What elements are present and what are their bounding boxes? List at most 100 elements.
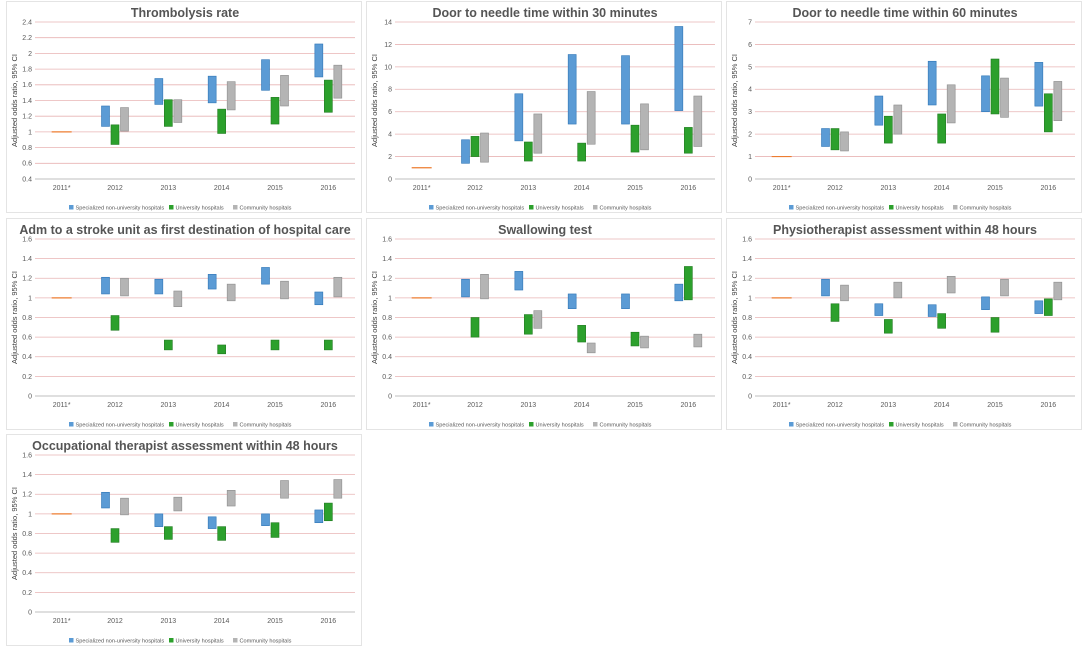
y-tick-label: 1 xyxy=(28,129,32,136)
bar-university-hospitals xyxy=(990,58,1000,115)
y-tick-label: 1 xyxy=(28,511,32,518)
x-tick-label: 2016 xyxy=(321,618,337,625)
bar-university-hospitals xyxy=(937,313,946,329)
y-tick-label: 1.6 xyxy=(382,236,392,243)
y-tick-label: 0.4 xyxy=(382,354,392,361)
legend-swatch xyxy=(529,422,534,427)
x-tick-label: 2014 xyxy=(934,402,950,409)
y-axis-label: Adjusted odds ratio, 95% CI xyxy=(370,54,379,147)
y-tick-label: 0.6 xyxy=(22,335,32,342)
y-tick-label: 2 xyxy=(748,132,752,139)
bar-community-hospitals xyxy=(946,84,956,124)
bar-specialized-non-university-hospitals xyxy=(261,513,270,526)
legend-label: Community hospitals xyxy=(960,422,1012,428)
legend-label: University hospitals xyxy=(536,205,584,211)
y-tick-label: 0.8 xyxy=(22,531,32,538)
bar-university-hospitals xyxy=(684,266,693,301)
y-tick-label: 1 xyxy=(748,154,752,161)
bar-university-hospitals xyxy=(830,303,840,322)
bar-community-hospitals xyxy=(586,91,596,145)
y-tick-label: 1.4 xyxy=(22,256,32,263)
y-axis-label: Adjusted odds ratio, 95% CI xyxy=(370,271,379,364)
bar-community-hospitals xyxy=(1000,77,1009,118)
bar-community-hospitals xyxy=(480,274,489,300)
legend-label: Specialized non-university hospitals xyxy=(436,422,525,428)
bar-community-hospitals xyxy=(120,497,129,516)
legend-swatch xyxy=(233,422,238,427)
x-tick-label: 2013 xyxy=(881,402,897,409)
bar-community-hospitals xyxy=(120,107,129,132)
bar-university-hospitals xyxy=(217,526,226,541)
y-tick-label: 2 xyxy=(28,51,32,58)
y-axis-label: Adjusted odds ratio, 95% CI xyxy=(730,54,739,147)
y-tick-label: 0.8 xyxy=(382,315,392,322)
x-tick-label: 2016 xyxy=(321,185,337,192)
x-tick-label: 2012 xyxy=(467,402,483,409)
y-axis-label: Adjusted odds ratio, 95% CI xyxy=(730,271,739,364)
bar-community-hospitals xyxy=(893,104,903,135)
legend-swatch xyxy=(233,638,238,643)
legend-swatch xyxy=(169,205,174,210)
y-tick-label: 1 xyxy=(748,295,752,302)
bar-community-hospitals xyxy=(946,275,956,294)
bar-specialized-non-university-hospitals xyxy=(154,513,164,527)
y-tick-label: 0.4 xyxy=(22,570,32,577)
y-tick-label: 0.2 xyxy=(382,374,392,381)
y-tick-label: 4 xyxy=(388,132,392,139)
y-tick-label: 0 xyxy=(388,393,392,400)
y-tick-label: 0.6 xyxy=(22,161,32,168)
bar-university-hospitals xyxy=(470,136,480,157)
y-tick-label: 0.8 xyxy=(22,145,32,152)
x-tick-label: 2011* xyxy=(413,185,431,192)
x-tick-label: 2015 xyxy=(267,185,283,192)
x-tick-label: 2012 xyxy=(827,402,843,409)
x-tick-label: 2011* xyxy=(773,402,791,409)
bar-specialized-non-university-hospitals xyxy=(101,105,110,127)
bar-university-hospitals xyxy=(1044,298,1053,316)
x-tick-label: 2012 xyxy=(107,185,123,192)
bar-specialized-non-university-hospitals xyxy=(314,43,324,78)
legend-swatch xyxy=(169,638,174,643)
y-tick-label: 1.6 xyxy=(22,82,32,89)
x-tick-label: 2016 xyxy=(681,402,697,409)
bar-community-hospitals xyxy=(840,131,849,152)
y-tick-label: 1.2 xyxy=(22,276,32,283)
bar-university-hospitals xyxy=(270,522,280,538)
bar-specialized-non-university-hospitals xyxy=(821,278,830,297)
bar-specialized-non-university-hospitals xyxy=(821,128,830,147)
bar-community-hospitals xyxy=(226,490,236,507)
legend-label: University hospitals xyxy=(896,205,944,211)
chart-title: Swallowing test xyxy=(498,223,593,237)
bar-university-hospitals xyxy=(577,142,586,162)
chart-panel: Occupational therapist assessment within… xyxy=(6,434,362,646)
x-tick-label: 2014 xyxy=(574,402,590,409)
bar-specialized-non-university-hospitals xyxy=(567,54,577,125)
bar-university-hospitals xyxy=(577,325,586,343)
x-tick-label: 2011* xyxy=(53,185,71,192)
x-tick-label: 2012 xyxy=(107,402,123,409)
bar-specialized-non-university-hospitals xyxy=(207,274,217,290)
legend-swatch xyxy=(593,422,598,427)
y-tick-label: 3 xyxy=(748,109,752,116)
y-tick-label: 1.2 xyxy=(22,492,32,499)
bar-specialized-non-university-hospitals xyxy=(567,293,577,309)
bar-community-hospitals xyxy=(1053,281,1063,301)
bar-university-hospitals xyxy=(110,124,120,145)
y-tick-label: 12 xyxy=(384,42,392,49)
bar-community-hospitals xyxy=(533,113,543,154)
y-tick-label: 6 xyxy=(388,109,392,116)
bar-specialized-non-university-hospitals xyxy=(621,293,630,309)
y-tick-label: 14 xyxy=(384,19,392,26)
x-tick-label: 2016 xyxy=(321,402,337,409)
bar-university-hospitals xyxy=(630,124,640,153)
x-tick-label: 2013 xyxy=(161,402,177,409)
bar-university-hospitals xyxy=(884,319,893,334)
legend-label: University hospitals xyxy=(176,205,224,211)
chart-panel: Swallowing test 0 0.2 0.4 0.6 0.8 1 1.2 1.4 1.6 Ad… xyxy=(366,218,722,430)
y-tick-label: 1 xyxy=(388,295,392,302)
x-tick-label: 2015 xyxy=(987,185,1003,192)
y-axis-label: Adjusted odds ratio, 95% CI xyxy=(10,271,19,364)
chart-svg: Thrombolysis rate 0.4 0.6 0.8 1 1.2 1.4 1.6 1.8 2… xyxy=(10,6,355,211)
bar-specialized-non-university-hospitals xyxy=(101,491,110,509)
bar-university-hospitals xyxy=(217,344,226,355)
